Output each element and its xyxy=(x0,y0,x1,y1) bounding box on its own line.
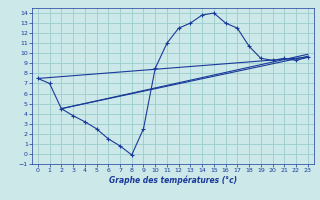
X-axis label: Graphe des températures (°c): Graphe des températures (°c) xyxy=(109,176,237,185)
